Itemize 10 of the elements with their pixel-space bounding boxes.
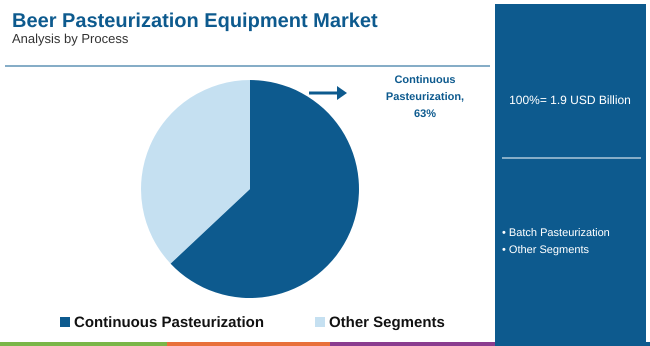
text: • Other Segments [502,244,590,256]
pie-slice [170,80,359,298]
text: Continuous Pasteurization, 63% [386,74,464,120]
text: • Batch Pasteurization [502,227,610,239]
legend-label: Continuous Pasteurization [74,314,264,331]
pie-slice [141,80,250,264]
legend-label: Other Segments [329,314,445,331]
chart-title: Beer Pasteurization Equipment Market [12,10,378,32]
chart-subtitle: Analysis by Process [12,31,129,46]
text: 100%= 1.9 USD Billion [509,93,631,107]
